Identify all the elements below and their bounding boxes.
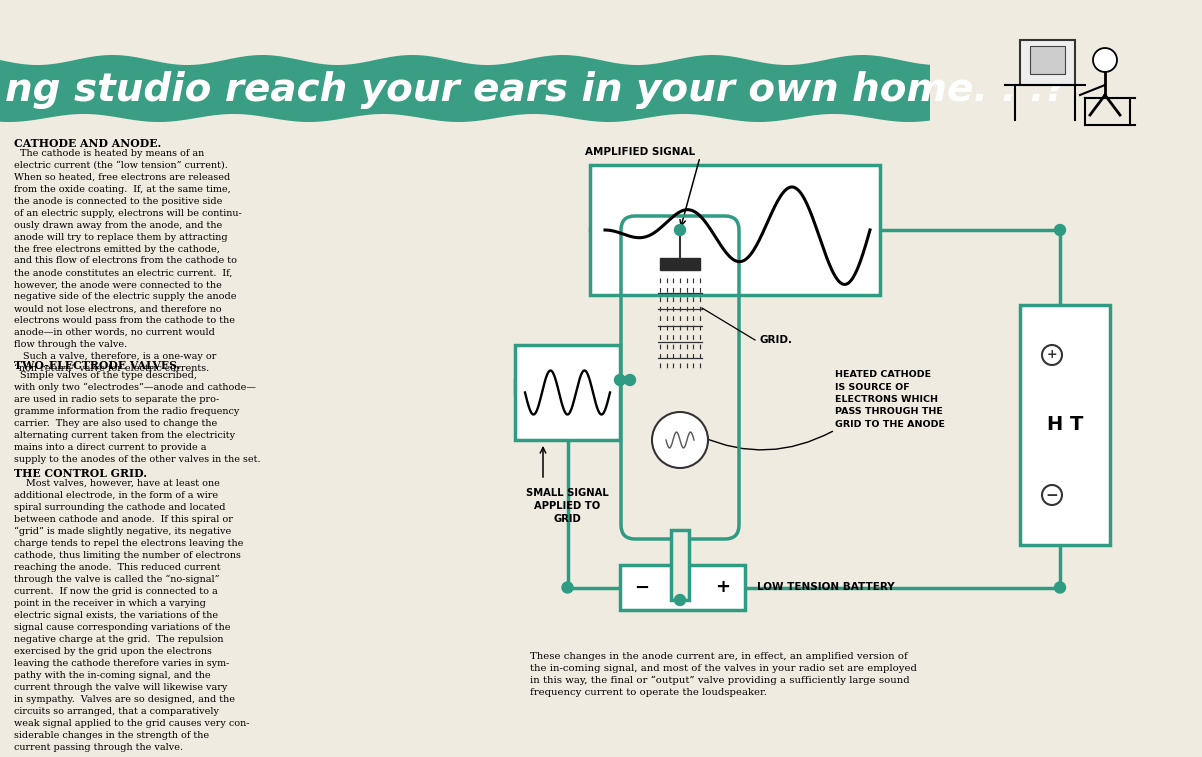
Text: LOW TENSION BATTERY: LOW TENSION BATTERY [757,582,894,593]
Text: −: − [1046,488,1059,503]
Circle shape [1042,485,1063,505]
Circle shape [1093,48,1117,72]
Bar [590,165,880,295]
Text: ng studio reach your ears in your own home. . .?: ng studio reach your ears in your own ho… [5,71,1067,109]
Text: These changes in the anode current are, in effect, an amplified version of
the i: These changes in the anode current are, … [530,652,917,697]
Circle shape [674,225,685,235]
Circle shape [1042,345,1063,365]
Text: HEATED CATHODE
IS SOURCE OF
ELECTRONS WHICH
PASS THROUGH THE
GRID TO THE ANODE: HEATED CATHODE IS SOURCE OF ELECTRONS WH… [835,370,945,429]
Bar [514,345,620,440]
Circle shape [563,582,573,593]
Circle shape [1054,225,1065,235]
Text: H T: H T [1047,416,1083,435]
Circle shape [625,375,636,385]
Text: −: − [635,578,649,597]
Text: +: + [1047,348,1058,362]
Text: The cathode is heated by means of an
electric current (the “low tension” current: The cathode is heated by means of an ele… [14,149,242,373]
Bar [1020,40,1075,85]
Text: +: + [715,578,731,597]
Circle shape [1054,582,1065,593]
Text: AMPLIFIED SIGNAL: AMPLIFIED SIGNAL [585,147,695,157]
Text: GRID.: GRID. [760,335,793,345]
Text: SMALL SIGNAL
APPLIED TO
GRID: SMALL SIGNAL APPLIED TO GRID [526,488,609,524]
Bar [671,530,689,600]
Text: Most valves, however, have at least one
additional electrode, in the form of a w: Most valves, however, have at least one … [14,479,250,752]
Polygon shape [0,55,930,122]
Bar [1020,305,1109,545]
Bar [660,258,700,270]
Bar [620,565,745,610]
Text: Simple valves of the type described,
with only two “electrodes”—anode and cathod: Simple valves of the type described, wit… [14,371,261,464]
Circle shape [674,594,685,606]
Text: THE CONTROL GRID.: THE CONTROL GRID. [14,468,147,479]
Bar [1030,46,1065,74]
Circle shape [614,375,625,385]
Circle shape [651,412,708,468]
Text: CATHODE AND ANODE.: CATHODE AND ANODE. [14,138,161,149]
Text: TWO-ELECTRODE VALVES.: TWO-ELECTRODE VALVES. [14,360,180,371]
